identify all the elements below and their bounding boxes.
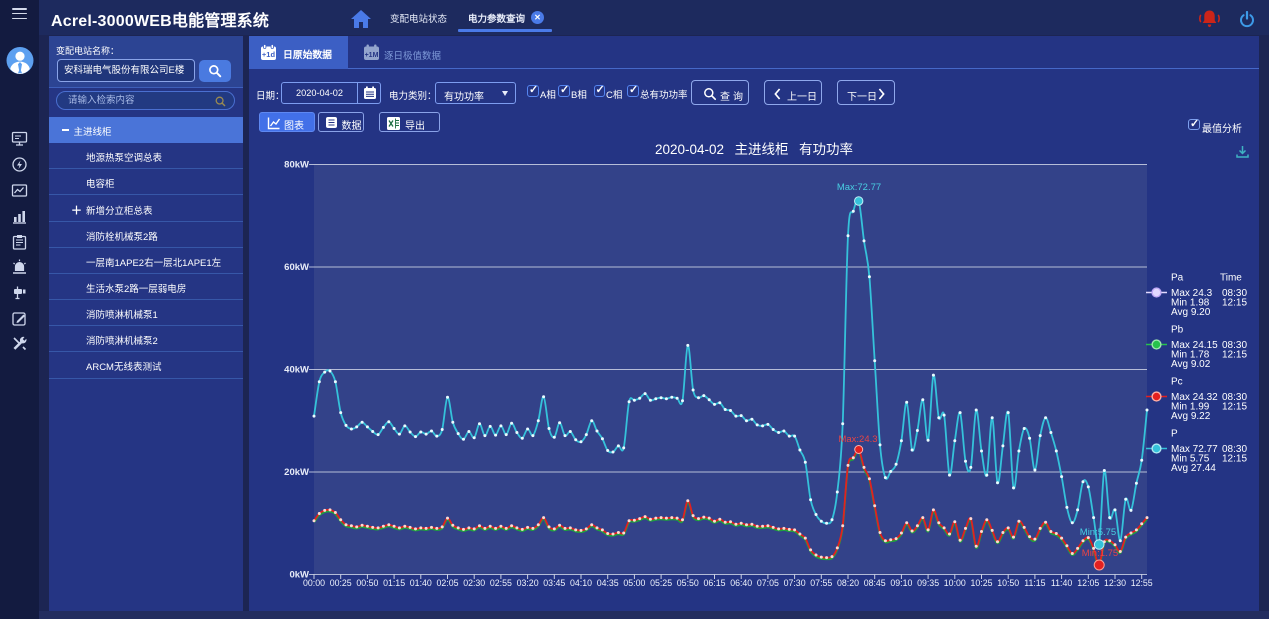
svg-text:Pb: Pb [1171, 325, 1184, 336]
svg-text:Avg 9.22: Avg 9.22 [1171, 411, 1211, 422]
svg-text:+1M: +1M [365, 52, 379, 59]
svg-text:00:00: 00:00 [303, 578, 325, 588]
svg-text:Max 72.77: Max 72.77 [1171, 444, 1218, 455]
svg-text:Min 1.99: Min 1.99 [1171, 402, 1210, 413]
svg-text:12:15: 12:15 [1222, 298, 1247, 309]
svg-text:P: P [1171, 429, 1178, 440]
svg-text:Min 1.78: Min 1.78 [1171, 350, 1210, 361]
svg-text:Min 5.75: Min 5.75 [1171, 454, 1210, 465]
svg-text:12:55: 12:55 [1131, 578, 1153, 588]
svg-text:07:55: 07:55 [810, 578, 832, 588]
svg-text:80kW: 80kW [284, 160, 309, 171]
svg-text:Min:5.75: Min:5.75 [1080, 527, 1116, 538]
svg-text:Max 24.3: Max 24.3 [1171, 288, 1213, 299]
svg-text:60kW: 60kW [284, 262, 309, 273]
svg-text:11:15: 11:15 [1024, 578, 1045, 588]
svg-text:Avg 9.20: Avg 9.20 [1171, 307, 1211, 318]
svg-text:05:50: 05:50 [677, 578, 699, 588]
svg-text:Max 24.15: Max 24.15 [1171, 340, 1218, 351]
svg-text:Max:72.77: Max:72.77 [837, 182, 881, 193]
svg-text:07:05: 07:05 [757, 578, 779, 588]
svg-text:12:15: 12:15 [1222, 454, 1247, 465]
svg-text:06:15: 06:15 [703, 578, 725, 588]
svg-text:09:10: 09:10 [890, 578, 912, 588]
svg-text:Avg 27.44: Avg 27.44 [1171, 463, 1216, 474]
svg-text:04:35: 04:35 [597, 578, 619, 588]
svg-text:12:15: 12:15 [1222, 350, 1247, 361]
svg-text:05:00: 05:00 [623, 578, 645, 588]
svg-text:09:35: 09:35 [917, 578, 939, 588]
svg-text:08:30: 08:30 [1222, 392, 1247, 403]
svg-text:10:00: 10:00 [944, 578, 966, 588]
svg-text:08:45: 08:45 [864, 578, 886, 588]
svg-text:Min 1.98: Min 1.98 [1171, 298, 1210, 309]
svg-text:08:20: 08:20 [837, 578, 859, 588]
svg-text:Max:24.3: Max:24.3 [838, 434, 877, 445]
svg-text:08:30: 08:30 [1222, 288, 1247, 299]
svg-text:00:25: 00:25 [330, 578, 352, 588]
svg-text:12:15: 12:15 [1222, 402, 1247, 413]
svg-text:20kW: 20kW [284, 467, 309, 478]
svg-text:08:30: 08:30 [1222, 444, 1247, 455]
svg-text:01:15: 01:15 [383, 578, 405, 588]
svg-text:Pc: Pc [1171, 377, 1183, 388]
svg-text:01:40: 01:40 [410, 578, 432, 588]
svg-text:Min:1.75: Min:1.75 [1082, 548, 1118, 559]
svg-text:02:05: 02:05 [436, 578, 458, 588]
svg-text:12:05: 12:05 [1077, 578, 1099, 588]
svg-text:Time: Time [1220, 273, 1242, 284]
svg-text:+1d: +1d [262, 50, 276, 59]
svg-text:00:50: 00:50 [356, 578, 378, 588]
svg-text:03:45: 03:45 [543, 578, 565, 588]
svg-text:Avg 9.02: Avg 9.02 [1171, 359, 1211, 370]
svg-text:02:30: 02:30 [463, 578, 485, 588]
svg-text:04:10: 04:10 [570, 578, 592, 588]
svg-text:12:30: 12:30 [1104, 578, 1126, 588]
svg-text:07:30: 07:30 [784, 578, 806, 588]
svg-text:0kW: 0kW [289, 570, 309, 581]
svg-text:11:40: 11:40 [1051, 578, 1072, 588]
svg-text:02:55: 02:55 [490, 578, 512, 588]
svg-text:03:20: 03:20 [517, 578, 539, 588]
svg-text:40kW: 40kW [284, 365, 309, 376]
svg-text:05:25: 05:25 [650, 578, 672, 588]
svg-text:Max 24.32: Max 24.32 [1171, 392, 1218, 403]
svg-text:2020-04-02 主进线柜 有功功率: 2020-04-02 主进线柜 有功功率 [655, 141, 853, 157]
svg-text:06:40: 06:40 [730, 578, 752, 588]
svg-text:Pa: Pa [1171, 273, 1184, 284]
svg-text:10:50: 10:50 [997, 578, 1019, 588]
svg-text:08:30: 08:30 [1222, 340, 1247, 351]
svg-text:10:25: 10:25 [970, 578, 992, 588]
